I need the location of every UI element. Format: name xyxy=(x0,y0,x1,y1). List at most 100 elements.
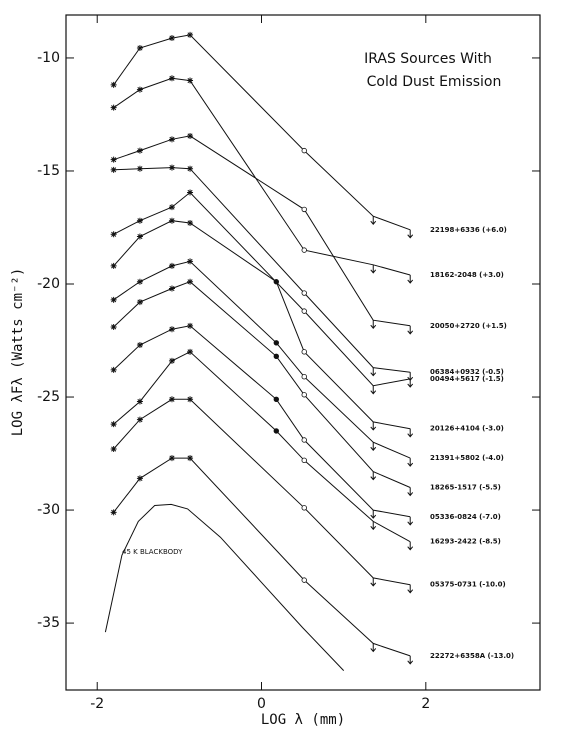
star-marker xyxy=(187,165,194,172)
curve-label: 45 K BLACKBODY xyxy=(122,548,183,556)
star-marker xyxy=(168,35,175,42)
point-marker xyxy=(301,247,307,253)
upper-limit xyxy=(407,229,414,239)
star-marker xyxy=(168,262,175,269)
star-marker xyxy=(168,164,175,171)
sed-line xyxy=(113,281,411,488)
star-marker xyxy=(187,278,194,285)
star-marker xyxy=(187,132,194,139)
x-axis-label: LOG λ (mm) xyxy=(261,712,345,728)
point-marker xyxy=(301,147,307,154)
series-label: 16293-2422 (-8.5) xyxy=(430,538,501,546)
series-label: 20126+4104 (-3.0) xyxy=(430,425,504,433)
upper-limit xyxy=(407,274,414,284)
y-axis-label: LOG λFλ (Watts cm⁻²) xyxy=(10,268,26,437)
point-marker xyxy=(301,373,307,380)
series-label: 05336-0824 (-7.0) xyxy=(430,513,501,521)
sed-line xyxy=(113,398,411,586)
star-marker xyxy=(110,366,117,373)
sed-line xyxy=(113,260,411,459)
x-tick-label: 0 xyxy=(257,696,266,712)
upper-limit xyxy=(370,367,377,377)
star-marker xyxy=(136,398,143,405)
star-marker xyxy=(168,357,175,364)
star-marker xyxy=(187,258,194,265)
point-marker xyxy=(301,392,307,398)
star-marker xyxy=(110,421,117,428)
series-label: 20050+2720 (+1.5) xyxy=(430,322,507,330)
upper-limit xyxy=(370,421,377,431)
star-marker xyxy=(168,204,175,211)
star-marker xyxy=(187,455,194,462)
star-marker xyxy=(110,446,117,453)
star-marker xyxy=(136,45,143,52)
star-marker xyxy=(110,323,117,330)
upper-limit xyxy=(407,458,414,467)
upper-limit xyxy=(370,643,377,653)
star-marker xyxy=(187,77,194,84)
point-marker xyxy=(273,279,280,285)
series-label: 06384+0932 (-0.5) xyxy=(430,368,504,376)
blackbody-curve xyxy=(104,503,345,671)
star-marker xyxy=(168,326,175,333)
star-marker xyxy=(187,219,194,226)
point-marker xyxy=(301,577,307,583)
star-marker xyxy=(110,166,117,173)
point-marker xyxy=(301,437,307,443)
point-marker xyxy=(301,290,307,296)
upper-limit xyxy=(370,216,377,225)
star-marker xyxy=(136,475,143,482)
series-label: 05375-0731 (-10.0) xyxy=(430,581,506,589)
star-marker xyxy=(168,396,175,403)
star-marker xyxy=(136,416,143,423)
star-marker xyxy=(187,31,194,38)
upper-limit xyxy=(370,521,377,531)
star-marker xyxy=(136,233,143,240)
series-label: 18162-2048 (+3.0) xyxy=(430,271,504,279)
star-marker xyxy=(110,262,117,269)
y-tick-label: -15 xyxy=(37,163,60,179)
sed-line xyxy=(113,135,411,327)
series-label: 00494+5617 (-1.5) xyxy=(430,375,504,383)
sed-line xyxy=(113,220,411,430)
star-marker xyxy=(136,299,143,306)
sed-line xyxy=(113,351,411,543)
star-marker xyxy=(136,165,143,172)
sed-line xyxy=(113,191,411,387)
star-marker xyxy=(168,75,175,82)
upper-limit xyxy=(407,541,414,551)
star-marker xyxy=(136,342,143,349)
upper-limit xyxy=(407,516,414,526)
upper-limit xyxy=(407,655,414,665)
series-label: 18265-1517 (-5.5) xyxy=(430,483,501,491)
point-marker xyxy=(301,206,307,213)
upper-limit xyxy=(370,320,377,329)
upper-limit xyxy=(370,442,377,452)
y-tick-label: -35 xyxy=(37,615,60,631)
upper-limit xyxy=(370,471,377,481)
star-marker xyxy=(110,509,117,516)
star-marker xyxy=(168,217,175,224)
star-marker xyxy=(168,455,175,462)
point-marker xyxy=(273,340,280,346)
plot-frame xyxy=(65,14,541,691)
upper-limit xyxy=(407,378,414,388)
star-marker xyxy=(110,156,117,163)
star-marker xyxy=(110,231,117,238)
star-marker xyxy=(110,81,117,88)
y-tick-label: -10 xyxy=(37,50,60,66)
star-marker xyxy=(136,86,143,93)
y-tick-label: -30 xyxy=(37,502,60,518)
upper-limit xyxy=(370,510,377,519)
upper-limit xyxy=(407,325,414,335)
star-marker xyxy=(187,396,194,403)
point-marker xyxy=(301,349,307,355)
y-tick-label: -25 xyxy=(37,389,60,405)
star-marker xyxy=(187,189,194,196)
upper-limit xyxy=(370,385,377,395)
series-label: 22198+6336 (+6.0) xyxy=(430,226,507,234)
point-marker xyxy=(301,457,307,464)
upper-limit xyxy=(407,584,414,594)
